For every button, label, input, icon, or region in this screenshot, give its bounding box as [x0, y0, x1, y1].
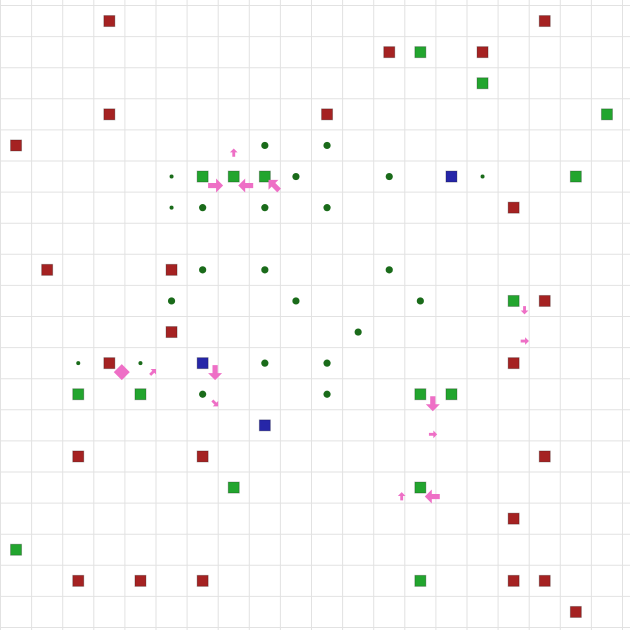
green-dot	[167, 297, 176, 305]
blue-block[interactable]	[196, 357, 209, 370]
green-block[interactable]	[600, 108, 613, 121]
green-dot	[323, 141, 331, 150]
green-dot	[292, 297, 300, 305]
green-block[interactable]	[414, 481, 427, 494]
green-dot	[261, 141, 269, 150]
green-dot	[480, 174, 485, 179]
green-dot	[323, 204, 331, 212]
green-block[interactable]	[196, 170, 209, 183]
arrow-up-right-icon	[149, 369, 157, 376]
red-block[interactable]	[165, 326, 178, 339]
red-block[interactable]	[538, 574, 551, 587]
red-block[interactable]	[72, 450, 85, 463]
arrow-down-icon	[208, 365, 223, 381]
green-block[interactable]	[414, 388, 427, 401]
red-block[interactable]	[538, 15, 551, 28]
green-block[interactable]	[72, 388, 85, 401]
green-dot	[292, 172, 300, 181]
green-dot	[354, 328, 362, 336]
red-block[interactable]	[569, 605, 582, 618]
green-dot	[199, 266, 207, 274]
green-block[interactable]	[569, 170, 582, 183]
arrow-down-right-icon	[211, 399, 219, 407]
red-block[interactable]	[10, 139, 23, 152]
red-block[interactable]	[103, 108, 116, 121]
arrow-up-icon	[397, 492, 406, 501]
diamond-marker-icon	[113, 364, 130, 381]
green-block[interactable]	[445, 388, 458, 401]
dots	[76, 141, 485, 398]
green-dot	[76, 361, 81, 366]
red-block[interactable]	[476, 46, 489, 59]
blue-block[interactable]	[258, 419, 271, 432]
red-block[interactable]	[41, 263, 54, 276]
arrow-left-icon	[238, 178, 254, 193]
arrow-markers	[113, 148, 529, 504]
green-dot	[169, 205, 174, 210]
red-block[interactable]	[507, 512, 520, 525]
green-block[interactable]	[227, 481, 240, 494]
red-block[interactable]	[165, 263, 178, 276]
red-block[interactable]	[507, 357, 520, 370]
red-block[interactable]	[538, 294, 551, 307]
blue-blocks	[196, 170, 458, 432]
arrow-down-icon	[425, 396, 440, 412]
green-dot	[169, 174, 174, 179]
green-block[interactable]	[507, 294, 520, 307]
green-dot	[138, 361, 143, 366]
red-block[interactable]	[196, 574, 209, 587]
red-block[interactable]	[72, 574, 85, 587]
green-dot	[323, 390, 331, 398]
red-blocks	[10, 15, 582, 618]
red-block[interactable]	[134, 574, 147, 587]
arrow-up-left-icon	[268, 179, 281, 193]
red-block[interactable]	[321, 108, 334, 121]
red-block[interactable]	[383, 46, 396, 59]
green-dot	[416, 297, 424, 305]
green-dot	[385, 266, 393, 274]
red-block[interactable]	[538, 450, 551, 463]
red-block[interactable]	[103, 357, 116, 370]
green-block[interactable]	[227, 170, 240, 183]
arrow-right-icon	[428, 430, 438, 439]
green-dot	[385, 172, 393, 181]
green-dot	[261, 204, 269, 212]
red-block[interactable]	[103, 15, 116, 28]
green-block[interactable]	[414, 574, 427, 587]
green-dot	[261, 359, 269, 367]
green-block[interactable]	[10, 543, 23, 556]
green-block[interactable]	[476, 77, 489, 90]
green-dot	[323, 359, 331, 367]
green-block[interactable]	[134, 388, 147, 401]
green-block[interactable]	[414, 46, 427, 59]
arrow-up-icon	[229, 148, 238, 157]
arrow-down-icon	[520, 306, 529, 315]
arrow-left-icon	[424, 489, 440, 504]
green-dot	[199, 204, 207, 212]
red-block[interactable]	[196, 450, 209, 463]
blue-block[interactable]	[445, 170, 458, 183]
green-block[interactable]	[258, 170, 271, 183]
green-dot	[199, 390, 207, 398]
red-block[interactable]	[507, 574, 520, 587]
green-blocks	[10, 46, 613, 587]
arrow-right-icon	[208, 178, 224, 193]
red-block[interactable]	[507, 201, 520, 214]
arrow-right-icon	[520, 337, 529, 345]
green-dot	[261, 266, 269, 274]
